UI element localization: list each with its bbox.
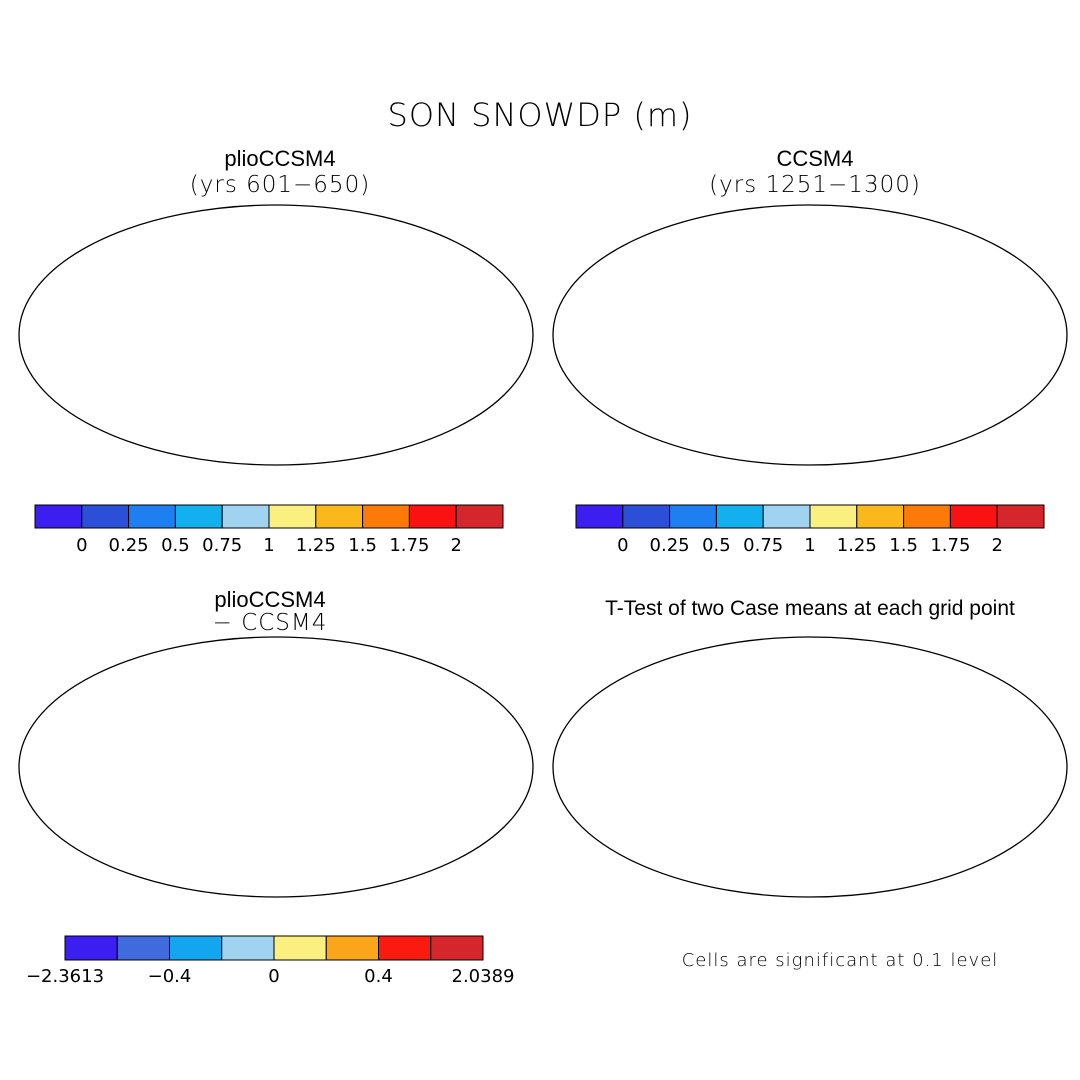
- colorbar-label: 1: [804, 535, 815, 556]
- colorbar-top-right: 0 0.25 0.5 0.75 1 1.25 1.5 1.75 2: [575, 504, 1045, 556]
- colorbar-swatch: [455, 504, 504, 529]
- colorbar-swatch: [325, 935, 379, 961]
- colorbar-label: 0.4: [364, 966, 393, 987]
- colorbar-swatch: [362, 504, 410, 529]
- colorbar-swatch: [762, 504, 811, 529]
- colorbar-swatch: [622, 504, 671, 529]
- colorbar-swatch: [221, 935, 275, 961]
- panel-subtitle-bottom-left: − CCSM4: [212, 610, 328, 636]
- main-title: SON SNOWDP (m): [387, 96, 693, 134]
- colorbar-swatch: [128, 504, 176, 529]
- colorbar-swatch: [174, 504, 223, 529]
- colorbar-label: 0.75: [202, 535, 242, 556]
- colorbar-label: −2.3613: [26, 966, 104, 987]
- colorbar-swatch: [408, 504, 457, 529]
- map-panel-top-right: [552, 204, 1068, 466]
- colorbar-swatch: [809, 504, 858, 529]
- colorbar-swatch: [575, 504, 624, 529]
- colorbar-label: 2.0389: [452, 966, 515, 987]
- panel-title-bottom-right: T-Test of two Case means at each grid po…: [605, 597, 1015, 620]
- colorbar-swatch: [273, 935, 327, 961]
- colorbar-swatch: [268, 504, 317, 529]
- significance-note: Cells are significant at 0.1 level: [681, 950, 999, 971]
- colorbar-label: 0: [76, 535, 87, 556]
- colorbar-label: 1.5: [348, 535, 377, 556]
- colorbar-label: 0.5: [702, 535, 731, 556]
- colorbar-label: 1.75: [930, 535, 970, 556]
- colorbar-label: 0.25: [650, 535, 690, 556]
- colorbar-label: 0: [268, 966, 279, 987]
- colorbar-label: 2: [991, 535, 1002, 556]
- panel-title-top-right: CCSM4: [776, 146, 854, 171]
- colorbar-swatch: [430, 935, 484, 961]
- colorbar-swatch: [116, 935, 170, 961]
- colorbar-label: 1.75: [389, 535, 429, 556]
- colorbar-label: 0: [617, 535, 628, 556]
- colorbar-swatch: [949, 504, 998, 529]
- colorbar-label: 1.25: [296, 535, 336, 556]
- panel-subtitle-top-left: (yrs 601−650): [189, 172, 371, 198]
- colorbar-swatch: [996, 504, 1045, 529]
- colorbar-label: 1: [263, 535, 274, 556]
- panel-title-bottom-left: plioCCSM4: [214, 587, 326, 612]
- map-panel-top-left: [18, 204, 534, 466]
- colorbar-swatch: [378, 935, 432, 961]
- colorbar-bottom-left: −2.3613 −0.4 0 0.4 2.0389: [26, 935, 515, 987]
- colorbar-label: 0.5: [161, 535, 190, 556]
- colorbar-label: 1.25: [837, 535, 877, 556]
- colorbar-top-left: 0 0.25 0.5 0.75 1 1.25 1.5 1.75 2: [34, 504, 504, 556]
- colorbar-swatch: [81, 504, 130, 529]
- colorbar-swatch: [715, 504, 764, 529]
- map-panel-bottom-right: [552, 636, 1068, 898]
- colorbar-swatch: [669, 504, 717, 529]
- colorbar-swatch: [903, 504, 951, 529]
- colorbar-label: 1.5: [889, 535, 918, 556]
- colorbar-label: −0.4: [148, 966, 192, 987]
- colorbar-swatch: [856, 504, 905, 529]
- colorbar-label: 0.75: [743, 535, 783, 556]
- colorbar-label: 2: [450, 535, 461, 556]
- colorbar-swatch: [64, 935, 118, 961]
- colorbar-swatch: [34, 504, 83, 529]
- panel-subtitle-top-right: (yrs 1251−1300): [709, 172, 921, 198]
- map-panel-bottom-left: [18, 636, 534, 898]
- colorbar-swatch: [221, 504, 270, 529]
- colorbar-swatch: [315, 504, 364, 529]
- colorbar-label: 0.25: [109, 535, 149, 556]
- colorbar-swatch: [169, 935, 223, 961]
- panel-title-top-left: plioCCSM4: [224, 146, 336, 171]
